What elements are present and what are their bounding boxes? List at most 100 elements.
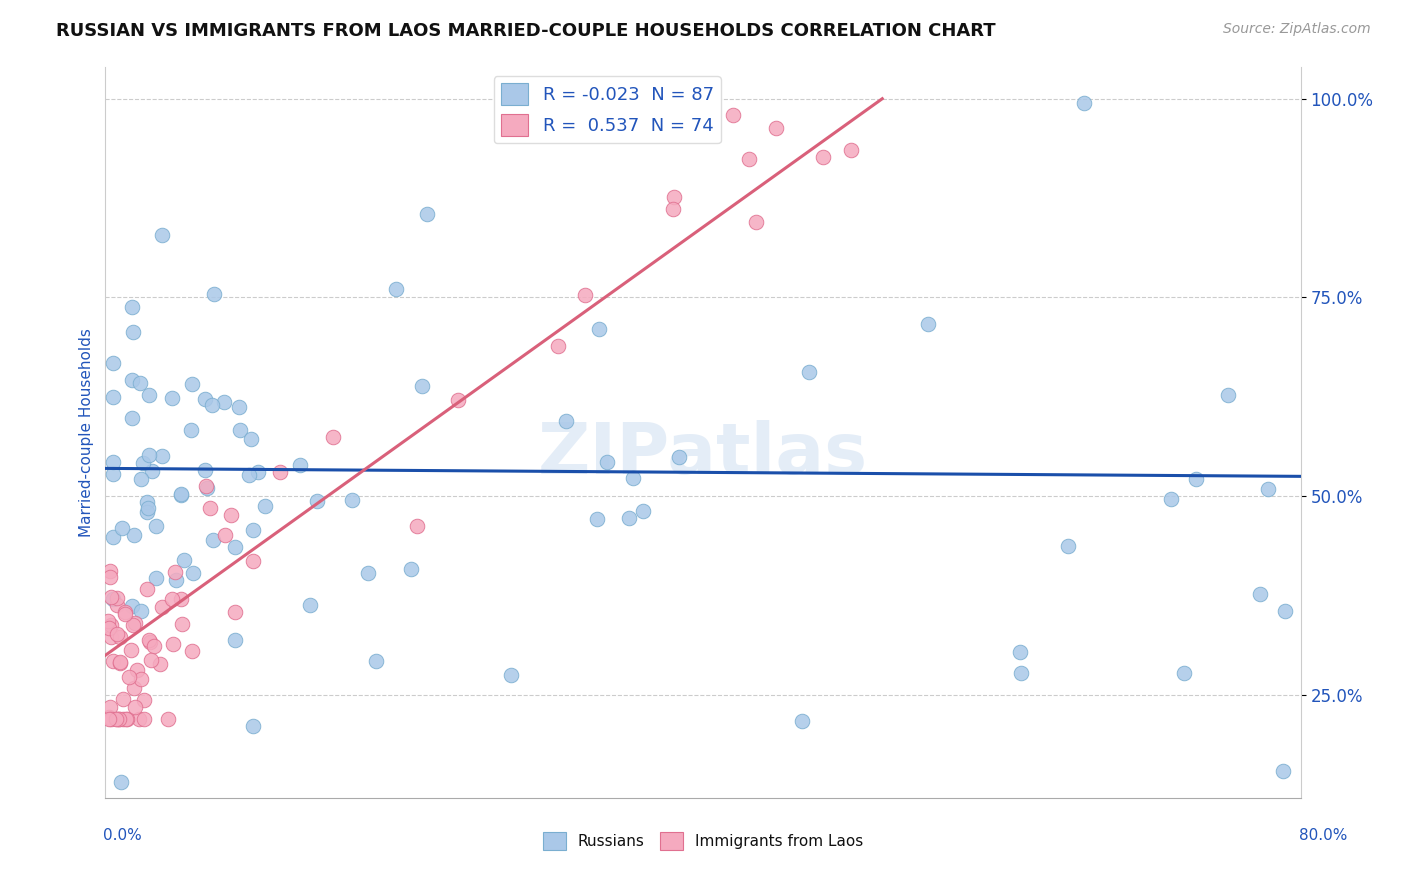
Point (101, 455, 124, 469)
Point (101, 592, 124, 607)
Point (138, 387, 160, 401)
Point (224, 606, 246, 620)
Point (917, 318, 939, 332)
Point (124, 699, 146, 714)
Point (129, 472, 152, 486)
Point (596, 455, 619, 469)
Point (170, 487, 193, 501)
Point (839, 144, 862, 158)
Point (1184, 472, 1206, 486)
Point (124, 615, 146, 630)
Point (136, 495, 159, 509)
Point (240, 432, 263, 446)
Point (121, 300, 143, 314)
Point (586, 512, 609, 526)
Point (792, 714, 814, 729)
Point (111, 692, 134, 706)
Point (1249, 587, 1271, 601)
Point (200, 398, 222, 412)
Point (100, 590, 122, 604)
Point (98, 700, 121, 714)
Point (555, 414, 578, 428)
Point (811, 150, 834, 164)
Point (138, 633, 160, 648)
Point (121, 411, 143, 425)
Point (501, 668, 523, 682)
Point (721, 107, 744, 121)
Point (202, 533, 225, 547)
Point (128, 376, 150, 390)
Point (621, 470, 644, 484)
Point (170, 592, 193, 607)
Point (662, 202, 685, 217)
Point (607, 107, 630, 121)
Point (143, 639, 166, 653)
Point (108, 712, 131, 726)
Point (100, 617, 122, 632)
Point (668, 450, 690, 464)
Text: Source: ZipAtlas.com: Source: ZipAtlas.com (1223, 22, 1371, 37)
Point (202, 286, 225, 301)
Point (104, 712, 127, 726)
Point (132, 456, 155, 470)
Point (121, 373, 143, 387)
Point (101, 530, 124, 544)
Point (122, 618, 145, 632)
Text: 80.0%: 80.0% (1299, 829, 1347, 843)
Point (745, 215, 768, 229)
Point (307, 493, 329, 508)
Point (364, 654, 387, 668)
Point (224, 632, 246, 647)
Point (122, 681, 145, 695)
Point (97, 614, 120, 628)
Point (110, 630, 132, 644)
Point (129, 672, 152, 686)
Point (115, 712, 138, 726)
Point (160, 592, 183, 607)
Point (101, 356, 124, 370)
Point (145, 571, 167, 585)
Text: 0.0%: 0.0% (103, 829, 142, 843)
Point (269, 465, 291, 479)
Point (118, 670, 141, 684)
Point (156, 712, 179, 726)
Text: ZIPatlas: ZIPatlas (538, 420, 868, 489)
Point (136, 505, 159, 519)
Point (141, 464, 163, 478)
Point (145, 519, 167, 533)
Text: RUSSIAN VS IMMIGRANTS FROM LAOS MARRIED-COUPLE HOUSEHOLDS CORRELATION CHART: RUSSIAN VS IMMIGRANTS FROM LAOS MARRIED-… (56, 22, 995, 40)
Point (242, 554, 264, 568)
Point (165, 573, 187, 587)
Point (163, 566, 186, 580)
Point (298, 598, 321, 612)
Point (194, 392, 217, 406)
Point (110, 656, 132, 670)
Point (1008, 644, 1031, 658)
Point (101, 467, 124, 481)
Point (100, 630, 122, 644)
Point (110, 655, 132, 669)
Point (1160, 492, 1182, 507)
Point (242, 523, 264, 537)
Point (229, 423, 252, 437)
Point (170, 487, 193, 501)
Point (101, 390, 124, 404)
Point (105, 598, 128, 612)
Point (180, 643, 202, 657)
Point (322, 430, 344, 444)
Point (664, 190, 686, 204)
Point (122, 528, 145, 542)
Point (97, 710, 120, 724)
Point (129, 604, 152, 618)
Point (108, 712, 131, 726)
Point (162, 637, 184, 651)
Point (105, 712, 128, 726)
Point (288, 458, 311, 473)
Point (1173, 665, 1195, 680)
Point (195, 479, 218, 493)
Y-axis label: Married-couple Households: Married-couple Households (79, 328, 94, 537)
Point (139, 635, 162, 649)
Point (132, 693, 155, 707)
Point (136, 582, 159, 596)
Point (122, 325, 145, 339)
